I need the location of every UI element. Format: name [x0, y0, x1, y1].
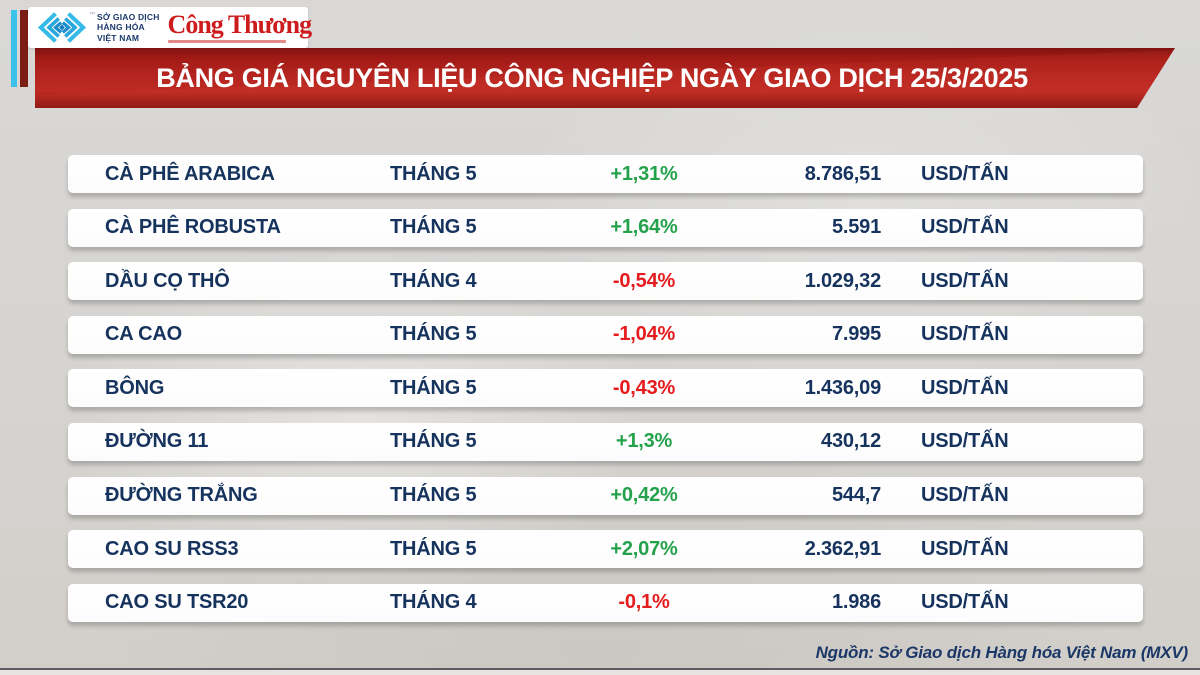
logo-plate: ™ SỞ GIAO DỊCH HÀNG HÓA VIỆT NAM Công Th…: [28, 7, 312, 48]
change-percent: -1,04%: [612, 323, 676, 346]
source-attribution: Nguồn: Sở Giao dịch Hàng hóa Việt Nam (M…: [815, 643, 1189, 662]
contract-month: THÁNG 5: [390, 216, 477, 239]
price-value: 1.436,09: [804, 376, 881, 399]
change-percent: -0,54%: [612, 269, 676, 292]
price-value: 430,12: [821, 430, 881, 453]
table-row: CÀ PHÊ ARABICA THÁNG 5 +1,31% 8.786,51 U…: [68, 155, 1143, 193]
price-value: 1.029,32: [804, 269, 881, 292]
contract-month: THÁNG 4: [390, 269, 477, 292]
price-unit: USD/TẤN: [921, 430, 1009, 453]
congthuong-logo-text: Công Thương: [167, 10, 313, 39]
table-row: ĐƯỜNG 11 THÁNG 5 +1,3% 430,12 USD/TẤN: [68, 422, 1143, 461]
price-value: 7.995: [831, 323, 881, 346]
table-row: ĐƯỜNG TRẮNG THÁNG 5 +0,42% 544,7 USD/TẤN: [68, 476, 1143, 515]
bottom-divider-line: [0, 668, 1200, 670]
table-row: BÔNG THÁNG 5 -0,43% 1.436,09 USD/TẤN: [68, 369, 1143, 408]
price-unit: USD/TẤN: [921, 162, 1009, 185]
title-banner: BẢNG GIÁ NGUYÊN LIỆU CÔNG NGHIỆP NGÀY GI…: [35, 48, 1175, 108]
commodity-name: CÀ PHÊ ARABICA: [105, 162, 275, 185]
price-unit: USD/TẤN: [921, 484, 1009, 507]
mxv-logo-text-line1: SỞ GIAO DỊCH: [97, 12, 160, 23]
table-row: CA CAO THÁNG 5 -1,04% 7.995 USD/TẤN: [68, 315, 1143, 354]
mxv-diamond-logo: [37, 12, 87, 43]
contract-month: THÁNG 5: [390, 376, 477, 399]
contract-month: THÁNG 5: [390, 323, 477, 346]
table-row: CÀ PHÊ ROBUSTA THÁNG 5 +1,64% 5.591 USD/…: [68, 208, 1143, 247]
table-row: DẦU CỌ THÔ THÁNG 4 -0,54% 1.029,32 USD/T…: [68, 262, 1143, 301]
trademark-symbol: ™: [89, 12, 95, 18]
page-title: BẢNG GIÁ NGUYÊN LIỆU CÔNG NGHIỆP NGÀY GI…: [156, 62, 1028, 93]
commodity-name: CA CAO: [105, 323, 182, 346]
price-value: 1.986: [831, 591, 881, 614]
price-unit: USD/TẤN: [921, 216, 1009, 239]
price-unit: USD/TẤN: [921, 591, 1009, 614]
bottom-edge-strip: [0, 670, 1200, 675]
commodity-name: DẦU CỌ THÔ: [105, 269, 230, 292]
change-percent: +1,31%: [610, 162, 678, 185]
change-percent: +1,64%: [610, 216, 678, 239]
commodity-name: CAO SU TSR20: [105, 591, 249, 614]
commodity-name: ĐƯỜNG 11: [105, 430, 209, 453]
mxv-logo-text: SỞ GIAO DỊCH HÀNG HÓA VIỆT NAM: [97, 12, 160, 43]
commodity-name: ĐƯỜNG TRẮNG: [105, 484, 258, 507]
mxv-logo-text-line2: HÀNG HÓA: [97, 22, 145, 33]
accent-bar-maroon: [20, 10, 28, 87]
contract-month: THÁNG 5: [390, 430, 477, 453]
accent-bar-cyan: [11, 10, 17, 87]
congthuong-tagline-rule: [167, 40, 286, 43]
price-value: 5.591: [831, 216, 881, 239]
mxv-logo-text-line3: VIỆT NAM: [97, 32, 140, 43]
commodity-name: CAO SU RSS3: [105, 537, 239, 560]
commodity-name: CÀ PHÊ ROBUSTA: [105, 216, 281, 239]
table-row: CAO SU TSR20 THÁNG 4 -0,1% 1.986 USD/TẤN: [68, 583, 1143, 622]
contract-month: THÁNG 4: [390, 591, 477, 614]
change-percent: -0,1%: [618, 591, 670, 614]
contract-month: THÁNG 5: [390, 162, 477, 185]
contract-month: THÁNG 5: [390, 537, 477, 560]
change-percent: +1,3%: [615, 430, 673, 453]
price-unit: USD/TẤN: [921, 376, 1009, 399]
price-unit: USD/TẤN: [921, 269, 1009, 292]
price-unit: USD/TẤN: [921, 323, 1009, 346]
table-row: CAO SU RSS3 THÁNG 5 +2,07% 2.362,91 USD/…: [68, 530, 1143, 569]
change-percent: +2,07%: [610, 537, 678, 560]
price-unit: USD/TẤN: [921, 537, 1009, 560]
price-value: 8.786,51: [804, 162, 881, 185]
change-percent: +0,42%: [610, 484, 678, 507]
congthuong-logo: Công Thương: [167, 10, 313, 43]
price-value: 544,7: [831, 484, 881, 507]
price-value: 2.362,91: [804, 537, 881, 560]
change-percent: -0,43%: [612, 376, 676, 399]
contract-month: THÁNG 5: [390, 484, 477, 507]
commodity-price-table: CÀ PHÊ ARABICA THÁNG 5 +1,31% 8.786,51 U…: [68, 155, 1143, 622]
commodity-name: BÔNG: [105, 376, 165, 399]
